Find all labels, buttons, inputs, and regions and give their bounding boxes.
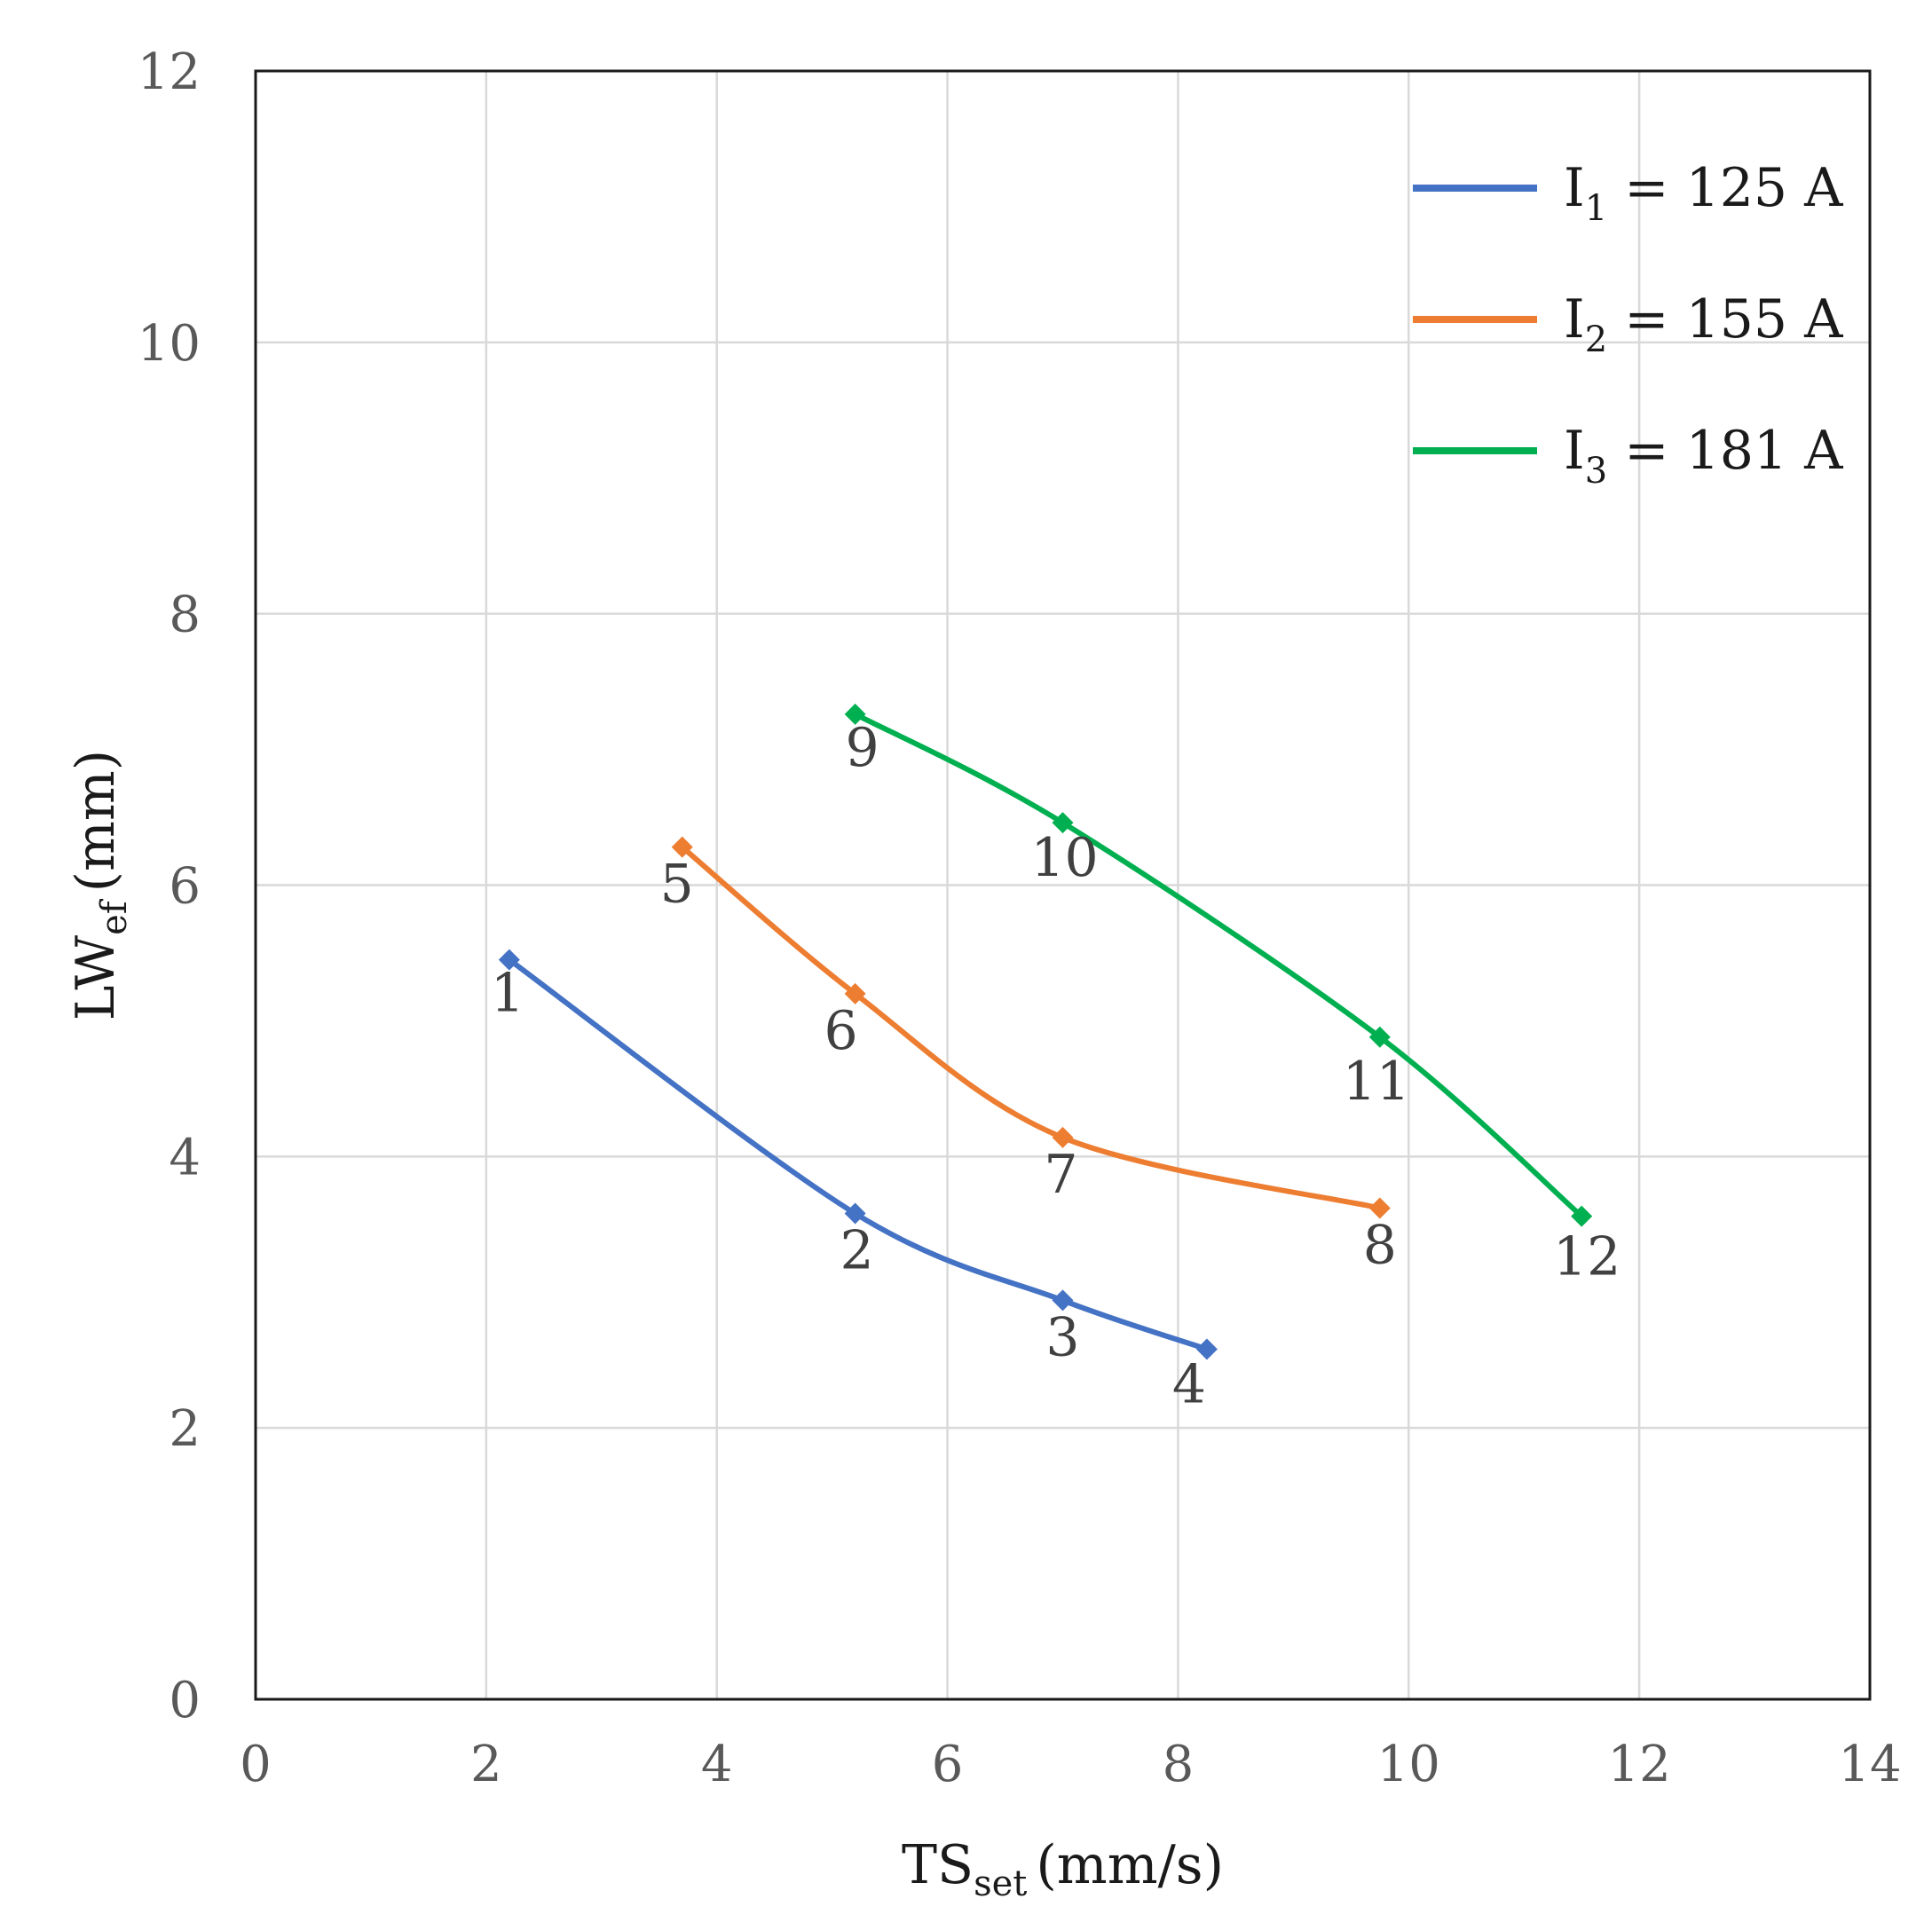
legend-item-1: I1 = 125 A bbox=[1413, 157, 1843, 229]
data-point-label: 3 bbox=[1045, 1306, 1079, 1368]
y-tick-label: 6 bbox=[169, 858, 201, 916]
x-tick-label: 6 bbox=[932, 1736, 964, 1793]
legend-item-2: I2 = 155 A bbox=[1413, 288, 1843, 360]
data-point bbox=[498, 949, 520, 971]
x-tick-label: 0 bbox=[240, 1736, 272, 1793]
legend-symbol: I bbox=[1564, 157, 1585, 219]
grid-layer bbox=[256, 71, 1870, 1699]
data-point-label: 9 bbox=[846, 717, 879, 779]
data-point bbox=[1571, 1205, 1593, 1227]
legend-symbol: I bbox=[1564, 420, 1585, 482]
x-axis-label: TSset (mm/s) bbox=[902, 1834, 1224, 1904]
data-point-label: 8 bbox=[1363, 1214, 1397, 1276]
legend-value: = 155 A bbox=[1607, 288, 1843, 351]
x-axis-label-unit: (mm/s) bbox=[1036, 1834, 1224, 1896]
data-point bbox=[1368, 1026, 1391, 1048]
legend-label: I1 = 125 A bbox=[1564, 157, 1843, 229]
y-tick-label: 12 bbox=[138, 43, 201, 101]
series-3: 9 10 11 12 bbox=[844, 703, 1621, 1288]
x-tick-label: 10 bbox=[1377, 1736, 1440, 1793]
data-point bbox=[1052, 1126, 1074, 1148]
x-axis-label-main: TS bbox=[902, 1834, 974, 1896]
x-tick-label: 4 bbox=[701, 1736, 733, 1793]
y-tick-label: 8 bbox=[169, 587, 201, 644]
data-point-label: 1 bbox=[491, 963, 524, 1025]
data-point bbox=[1052, 1289, 1074, 1312]
plot-frame bbox=[254, 69, 1872, 1701]
x-axis-label-sub: set bbox=[974, 1863, 1027, 1904]
data-point bbox=[844, 982, 866, 1004]
data-point bbox=[1368, 1197, 1391, 1219]
series-line-3 bbox=[852, 711, 1585, 1219]
data-point-label: 2 bbox=[840, 1220, 874, 1282]
x-tick-label: 2 bbox=[470, 1736, 502, 1793]
series-line-1 bbox=[506, 957, 1210, 1352]
data-point-label: 7 bbox=[1044, 1144, 1077, 1206]
y-tick-labels: 0 2 4 6 8 10 12 bbox=[138, 43, 201, 1729]
y-axis-label-sub: ef bbox=[94, 898, 135, 935]
legend-value: = 125 A bbox=[1607, 157, 1843, 219]
x-tick-label: 8 bbox=[1163, 1736, 1195, 1793]
y-axis-label: LWef (mm) bbox=[65, 750, 135, 1020]
y-axis-label-main: LW bbox=[65, 935, 127, 1021]
legend: I1 = 125 AI2 = 155 AI3 = 181 A bbox=[1413, 157, 1843, 492]
y-axis-label-unit: (mm) bbox=[65, 750, 127, 893]
data-point-label: 5 bbox=[660, 854, 694, 916]
x-tick-label: 14 bbox=[1838, 1736, 1901, 1793]
legend-label: I3 = 181 A bbox=[1564, 420, 1843, 492]
data-point bbox=[844, 1202, 866, 1225]
x-tick-label: 12 bbox=[1608, 1736, 1671, 1793]
y-tick-label: 0 bbox=[169, 1672, 201, 1729]
data-point-label: 11 bbox=[1343, 1051, 1410, 1113]
legend-symbol: I bbox=[1564, 288, 1585, 351]
data-point-label: 12 bbox=[1553, 1226, 1621, 1288]
data-point-label: 4 bbox=[1172, 1353, 1206, 1415]
legend-item-3: I3 = 181 A bbox=[1413, 420, 1843, 492]
legend-subscript: 3 bbox=[1585, 451, 1607, 492]
data-point bbox=[844, 703, 866, 725]
legend-subscript: 1 bbox=[1585, 188, 1607, 229]
y-tick-label: 10 bbox=[138, 315, 201, 373]
data-point bbox=[671, 836, 693, 858]
legend-value: = 181 A bbox=[1607, 420, 1843, 482]
y-tick-label: 2 bbox=[169, 1400, 201, 1458]
x-tick-labels: 0 2 4 6 8 10 12 14 bbox=[240, 1736, 1901, 1793]
data-point bbox=[1195, 1338, 1218, 1360]
data-point-label: 6 bbox=[824, 1000, 858, 1062]
data-point-label: 10 bbox=[1030, 827, 1098, 889]
data-point bbox=[1052, 812, 1074, 834]
series-2: 5 6 7 8 bbox=[660, 836, 1397, 1276]
legend-subscript: 2 bbox=[1585, 319, 1607, 360]
y-tick-label: 4 bbox=[169, 1129, 201, 1186]
series-line-2 bbox=[679, 844, 1383, 1211]
series-1: 1 2 3 4 bbox=[491, 949, 1218, 1415]
legend-label: I2 = 155 A bbox=[1564, 288, 1843, 360]
